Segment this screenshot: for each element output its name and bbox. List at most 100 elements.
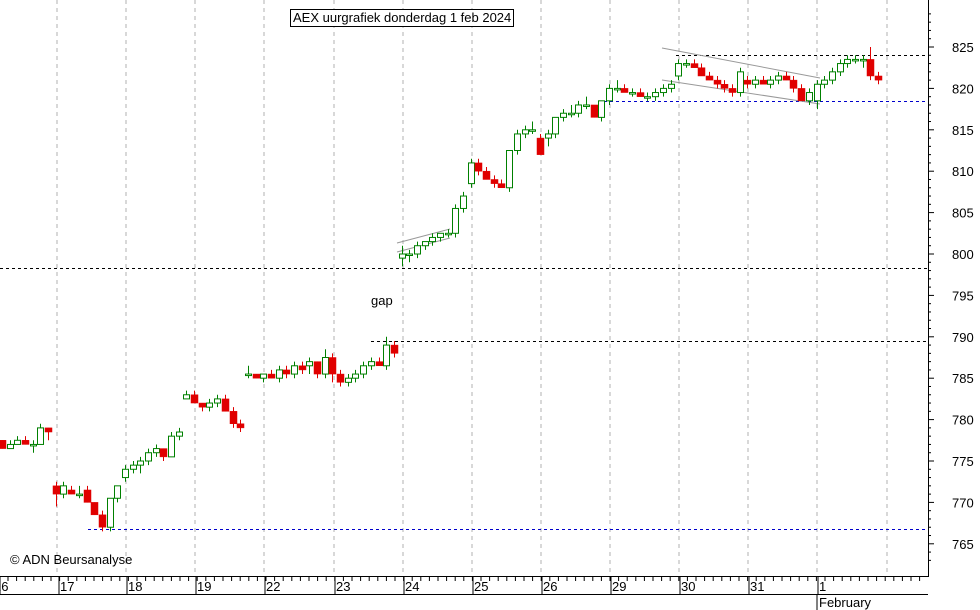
candle-body xyxy=(814,83,821,102)
x-tick-label: 18 xyxy=(128,579,142,594)
candle-body xyxy=(743,79,752,85)
candle-body xyxy=(322,357,329,375)
candle-body xyxy=(629,92,636,95)
candle-body xyxy=(98,514,107,528)
candle-body xyxy=(107,497,114,528)
candle-body xyxy=(752,79,759,85)
copyright-text: © ADN Beursanalyse xyxy=(10,552,133,567)
candle-body xyxy=(506,150,513,189)
y-tick-label: 815 xyxy=(952,123,974,138)
candle-body xyxy=(406,253,413,256)
x-tick-label: 16 xyxy=(0,579,8,594)
candle-body xyxy=(874,75,883,81)
candle-body xyxy=(713,79,722,85)
candle-body xyxy=(229,411,238,424)
candle-body xyxy=(852,58,859,62)
candle-body xyxy=(636,92,645,97)
candle-body xyxy=(590,104,599,118)
candle-body xyxy=(806,92,813,102)
candle-body xyxy=(245,373,252,377)
candle-body xyxy=(844,58,851,65)
candle-body xyxy=(37,427,44,445)
candle-body xyxy=(422,241,429,247)
candle-body xyxy=(137,460,144,466)
candle-body xyxy=(497,183,506,189)
y-tick-label: 780 xyxy=(952,413,974,428)
y-tick-label: 775 xyxy=(952,454,974,469)
candle-body xyxy=(236,423,245,429)
candle-body xyxy=(775,75,782,81)
candle-body xyxy=(552,116,559,135)
candle-body xyxy=(767,79,774,85)
candle-body xyxy=(176,431,183,437)
candle-body xyxy=(276,369,283,379)
candle-body xyxy=(821,79,828,85)
candle-body xyxy=(52,485,61,495)
candle-body xyxy=(728,88,737,93)
candle-body xyxy=(568,112,575,116)
candle-body xyxy=(260,373,267,379)
candle-body xyxy=(782,75,791,81)
candle-body xyxy=(683,63,690,66)
candle-body xyxy=(221,398,230,412)
candle-body xyxy=(429,236,436,243)
x-tick-label: 24 xyxy=(405,579,419,594)
candle-body xyxy=(797,88,806,102)
candle-body xyxy=(206,402,213,408)
trend-line xyxy=(661,47,821,79)
x-tick-label: 31 xyxy=(750,579,764,594)
candle-body xyxy=(660,87,667,94)
candle-body xyxy=(67,489,76,495)
candle-body xyxy=(252,373,261,379)
candle-body xyxy=(352,373,359,379)
candle-body xyxy=(30,443,37,447)
candle-body xyxy=(652,92,659,98)
candle-body xyxy=(122,468,129,479)
candle-body xyxy=(291,365,298,375)
y-tick-label: 805 xyxy=(952,206,974,221)
x-tick-label: 17 xyxy=(60,579,74,594)
candle-body xyxy=(399,253,406,259)
y-tick-label: 770 xyxy=(952,495,974,510)
candle-body xyxy=(306,361,313,367)
y-tick-label: 825 xyxy=(952,40,974,55)
x-tick-label: 30 xyxy=(681,579,695,594)
candle-body xyxy=(414,245,421,255)
x-tick-label: 22 xyxy=(266,579,280,594)
candle-body xyxy=(145,452,152,462)
candle-body xyxy=(190,394,199,404)
candle-body xyxy=(614,87,621,91)
y-tick-label: 810 xyxy=(952,164,974,179)
candle-body xyxy=(829,71,836,81)
candle-body xyxy=(328,357,337,375)
y-tick-label: 800 xyxy=(952,247,974,262)
x-tick-label: 23 xyxy=(336,579,350,594)
candle-body xyxy=(575,104,582,114)
candle-body xyxy=(375,361,384,367)
candle-body xyxy=(7,443,14,450)
candle-body xyxy=(383,344,390,367)
x-tick-label: 1 xyxy=(819,579,826,594)
candle-body xyxy=(606,87,613,102)
candle-body xyxy=(76,493,83,497)
candle-body xyxy=(690,63,699,68)
candle-body xyxy=(282,369,291,375)
candle-body xyxy=(482,170,491,180)
candle-body xyxy=(360,365,367,375)
x-tick-label: 19 xyxy=(197,579,211,594)
candle-body xyxy=(598,100,605,118)
trend-line xyxy=(396,228,451,244)
candle-body xyxy=(644,96,651,99)
candle-body xyxy=(866,59,875,77)
candle-body xyxy=(759,79,768,85)
candle-body xyxy=(837,63,844,73)
candle-body xyxy=(130,464,137,470)
candle-body xyxy=(545,133,552,139)
candle-body xyxy=(168,435,175,458)
candle-body xyxy=(390,344,399,354)
candle-body xyxy=(536,137,545,155)
candle-body xyxy=(90,502,99,516)
candle-body xyxy=(675,63,682,77)
candle-body xyxy=(345,377,352,383)
